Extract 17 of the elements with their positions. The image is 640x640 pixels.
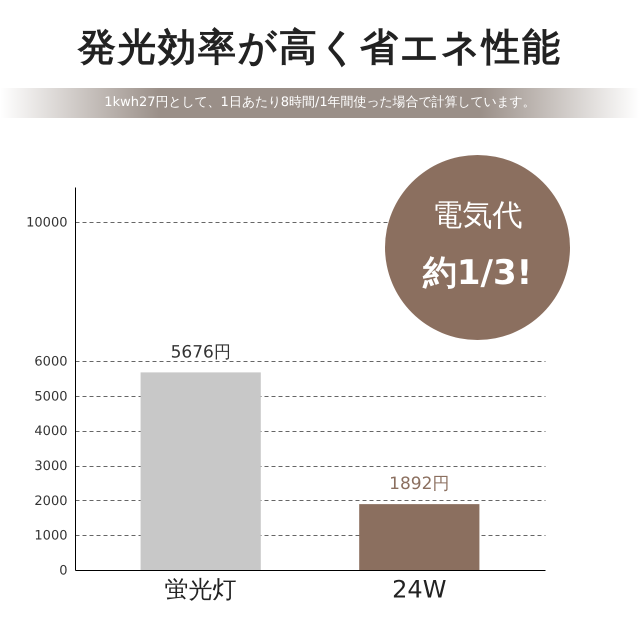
y-tick-label: 1000: [34, 528, 68, 544]
x-tick-label: 24W: [392, 576, 446, 604]
chart-subtitle: 1kwh27円として、1日あたり8時間/1年間使った場合で計算しています。: [0, 88, 640, 118]
data-label: 5676円: [170, 342, 231, 362]
x-tick-label: 蛍光灯: [164, 576, 237, 604]
y-tick-label: 10000: [26, 215, 68, 230]
data-label: 1892円: [389, 474, 450, 494]
chart-title: 発光効率が高く省エネ性能: [76, 24, 563, 71]
y-tick-label: 5000: [34, 389, 68, 404]
annotation: 電気代: [432, 197, 524, 235]
y-tick-label: 3000: [34, 459, 68, 474]
annotation: 約1/3!: [422, 252, 534, 295]
y-tick-label: 4000: [34, 424, 68, 440]
y-tick-label: 6000: [34, 354, 68, 370]
y-tick-label: 2000: [34, 494, 68, 509]
y-tick-label: 0: [59, 564, 68, 578]
circle-badge: 電気代 約1/3!: [385, 155, 570, 340]
